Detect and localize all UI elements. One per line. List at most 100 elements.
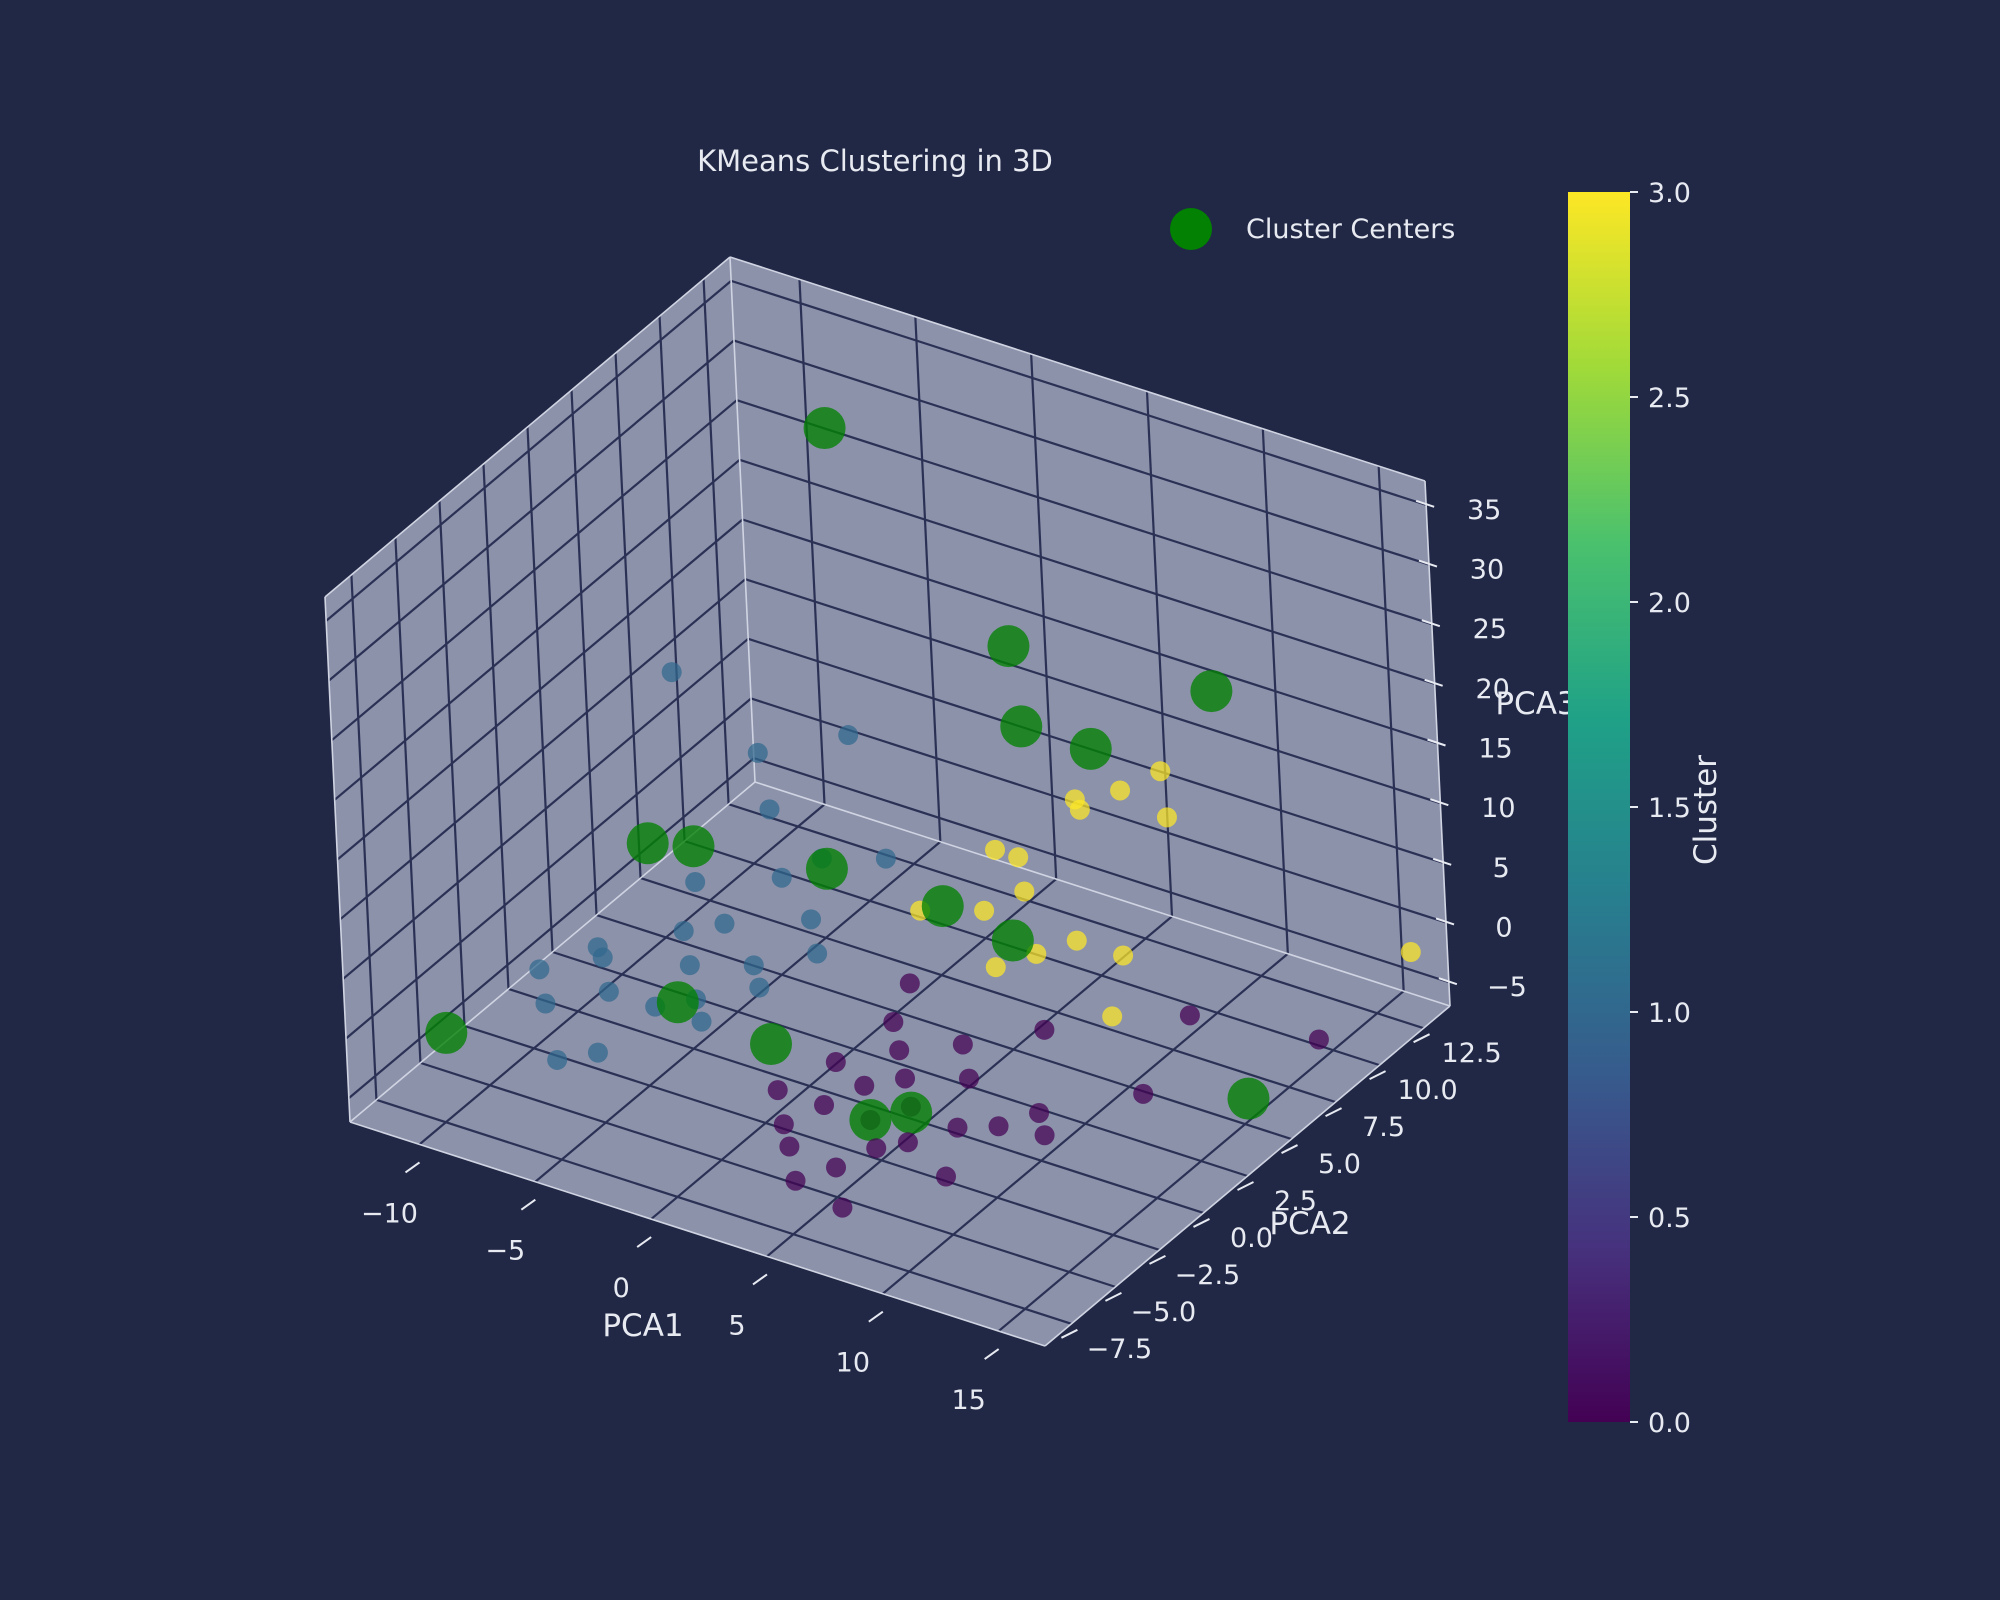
gridline-floor-y bbox=[464, 1024, 1160, 1251]
data-point bbox=[1102, 1006, 1123, 1027]
edge-left-top bbox=[324, 256, 731, 598]
x-tick-mark bbox=[636, 1236, 652, 1248]
data-point bbox=[883, 1012, 904, 1033]
data-point bbox=[714, 913, 735, 934]
gridline-floor-y bbox=[420, 1061, 1116, 1288]
z-tick-mark bbox=[1415, 499, 1435, 508]
gridline-floor-y bbox=[728, 803, 1424, 1030]
data-point bbox=[535, 993, 556, 1014]
data-point bbox=[826, 1157, 847, 1178]
data-point bbox=[771, 867, 792, 888]
z-tick-mark bbox=[1438, 977, 1458, 986]
z-tick-label: 30 bbox=[1470, 555, 1504, 586]
cluster-center bbox=[1069, 727, 1112, 770]
chart-title: KMeans Clustering in 3D bbox=[697, 144, 1053, 178]
gridline-back-z bbox=[745, 578, 1441, 805]
gridline-left-z bbox=[325, 280, 732, 622]
legend: Cluster Centers bbox=[1170, 208, 1455, 250]
gridline-back-z bbox=[730, 279, 1427, 506]
gridline-left-z bbox=[328, 339, 735, 682]
z-tick-label: 5 bbox=[1493, 853, 1510, 884]
edge-floor-front bbox=[349, 1121, 1046, 1347]
data-point bbox=[988, 1116, 1009, 1137]
z-tick-label: 15 bbox=[1478, 734, 1512, 765]
data-point bbox=[547, 1049, 568, 1070]
cluster-center bbox=[425, 1011, 468, 1054]
edge-floor-back bbox=[754, 781, 1451, 1007]
gridline-left-z bbox=[339, 578, 747, 921]
y-tick-label: 7.5 bbox=[1362, 1112, 1405, 1143]
data-point bbox=[1113, 945, 1134, 966]
gridline-left-z bbox=[336, 518, 744, 861]
data-point bbox=[743, 955, 764, 976]
data-point bbox=[1308, 1029, 1329, 1050]
y-tick-mark bbox=[1281, 1144, 1298, 1154]
z-tick-mark bbox=[1418, 559, 1438, 568]
data-point bbox=[1008, 847, 1029, 868]
gridline-back-z bbox=[739, 458, 1435, 685]
cluster-center bbox=[849, 1098, 892, 1141]
data-point bbox=[936, 1166, 957, 1187]
data-point bbox=[598, 981, 619, 1002]
gridline-left-z bbox=[342, 637, 749, 980]
gridline-back-z bbox=[750, 697, 1447, 924]
colorbar-tick-label: 0.0 bbox=[1648, 1408, 1691, 1439]
colorbar-tick-label: 2.5 bbox=[1648, 383, 1691, 414]
z-tick-mark bbox=[1432, 857, 1452, 866]
y-tick-mark bbox=[1149, 1255, 1166, 1265]
data-point bbox=[801, 909, 822, 930]
edge-floor-right bbox=[1044, 1005, 1451, 1347]
z-tick-label: 35 bbox=[1467, 495, 1501, 526]
data-point bbox=[899, 973, 920, 994]
gridline-back-z bbox=[733, 339, 1430, 566]
colorbar-tick-label: 1.5 bbox=[1648, 793, 1691, 824]
data-point bbox=[974, 900, 995, 921]
data-point bbox=[767, 1080, 788, 1101]
data-point bbox=[1069, 799, 1090, 820]
data-point bbox=[985, 957, 1006, 978]
gridline-left-z bbox=[331, 399, 738, 742]
data-point bbox=[587, 1042, 608, 1063]
data-point bbox=[779, 1136, 800, 1157]
y-tick-mark bbox=[1325, 1107, 1342, 1117]
gridline-floor-y bbox=[596, 913, 1292, 1141]
data-point bbox=[875, 848, 896, 869]
y-tick-mark bbox=[1060, 1328, 1078, 1339]
z-tick-label: −5 bbox=[1487, 972, 1527, 1003]
data-point bbox=[952, 1034, 973, 1055]
edge-back-top bbox=[729, 256, 1426, 482]
data-points bbox=[425, 407, 1421, 1218]
cluster-center bbox=[656, 981, 699, 1024]
cluster-center bbox=[626, 822, 669, 865]
gridline-left-z bbox=[348, 757, 755, 1099]
data-point bbox=[1179, 1005, 1200, 1026]
y-tick-mark bbox=[1104, 1291, 1122, 1302]
y-tick-label: −7.5 bbox=[1087, 1334, 1153, 1365]
data-point bbox=[1110, 780, 1131, 801]
z-axis-label: PCA3 bbox=[1495, 686, 1576, 722]
cluster-center bbox=[987, 625, 1030, 668]
colorbar-tick-label: 2.0 bbox=[1648, 588, 1691, 619]
y-tick-label: 5.0 bbox=[1318, 1149, 1361, 1180]
z-tick-mark bbox=[1430, 798, 1449, 807]
data-point bbox=[958, 1068, 979, 1089]
data-point bbox=[895, 1068, 916, 1089]
data-point bbox=[679, 955, 700, 976]
cluster-center bbox=[991, 919, 1034, 962]
data-point bbox=[749, 977, 770, 998]
data-point bbox=[1156, 807, 1177, 828]
x-tick-label: 10 bbox=[836, 1348, 870, 1379]
data-point bbox=[529, 959, 550, 980]
gridline-back-z bbox=[742, 518, 1438, 745]
x-tick-label: −5 bbox=[485, 1236, 525, 1267]
data-point bbox=[825, 1052, 846, 1073]
y-tick-label: 10.0 bbox=[1398, 1075, 1458, 1106]
colorbar-tick-label: 1.0 bbox=[1648, 998, 1691, 1029]
y-tick-label: 2.5 bbox=[1274, 1186, 1317, 1217]
z-tick-label: 0 bbox=[1495, 912, 1512, 943]
data-point bbox=[889, 1040, 910, 1061]
x-tick-label: −10 bbox=[361, 1198, 418, 1229]
data-point bbox=[866, 1138, 887, 1159]
